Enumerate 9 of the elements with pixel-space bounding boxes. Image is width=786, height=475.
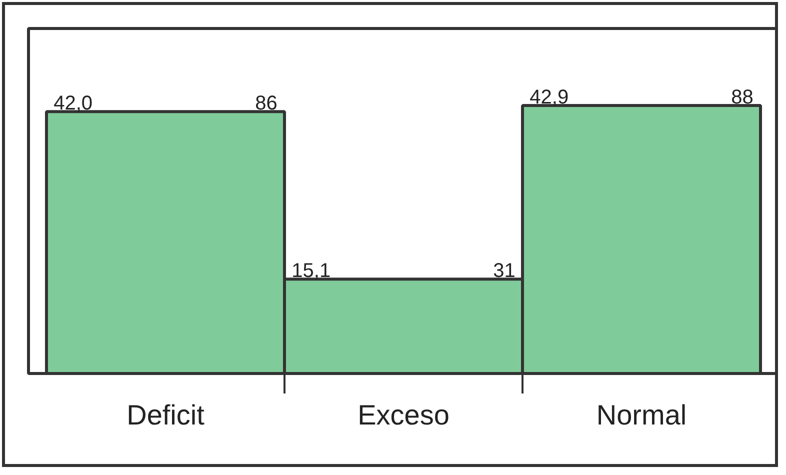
x-tick-label: Exceso	[358, 400, 450, 430]
x-tick-label: Normal	[596, 400, 687, 430]
x-tick-label: Deficit	[126, 400, 205, 430]
annotation: 15,1	[292, 260, 331, 282]
annotation: 42,0	[54, 92, 93, 115]
data-label: 31	[493, 260, 516, 282]
annotation: 42,9	[530, 86, 569, 109]
data-label: 86	[255, 92, 278, 115]
data-label: 88	[731, 86, 754, 109]
